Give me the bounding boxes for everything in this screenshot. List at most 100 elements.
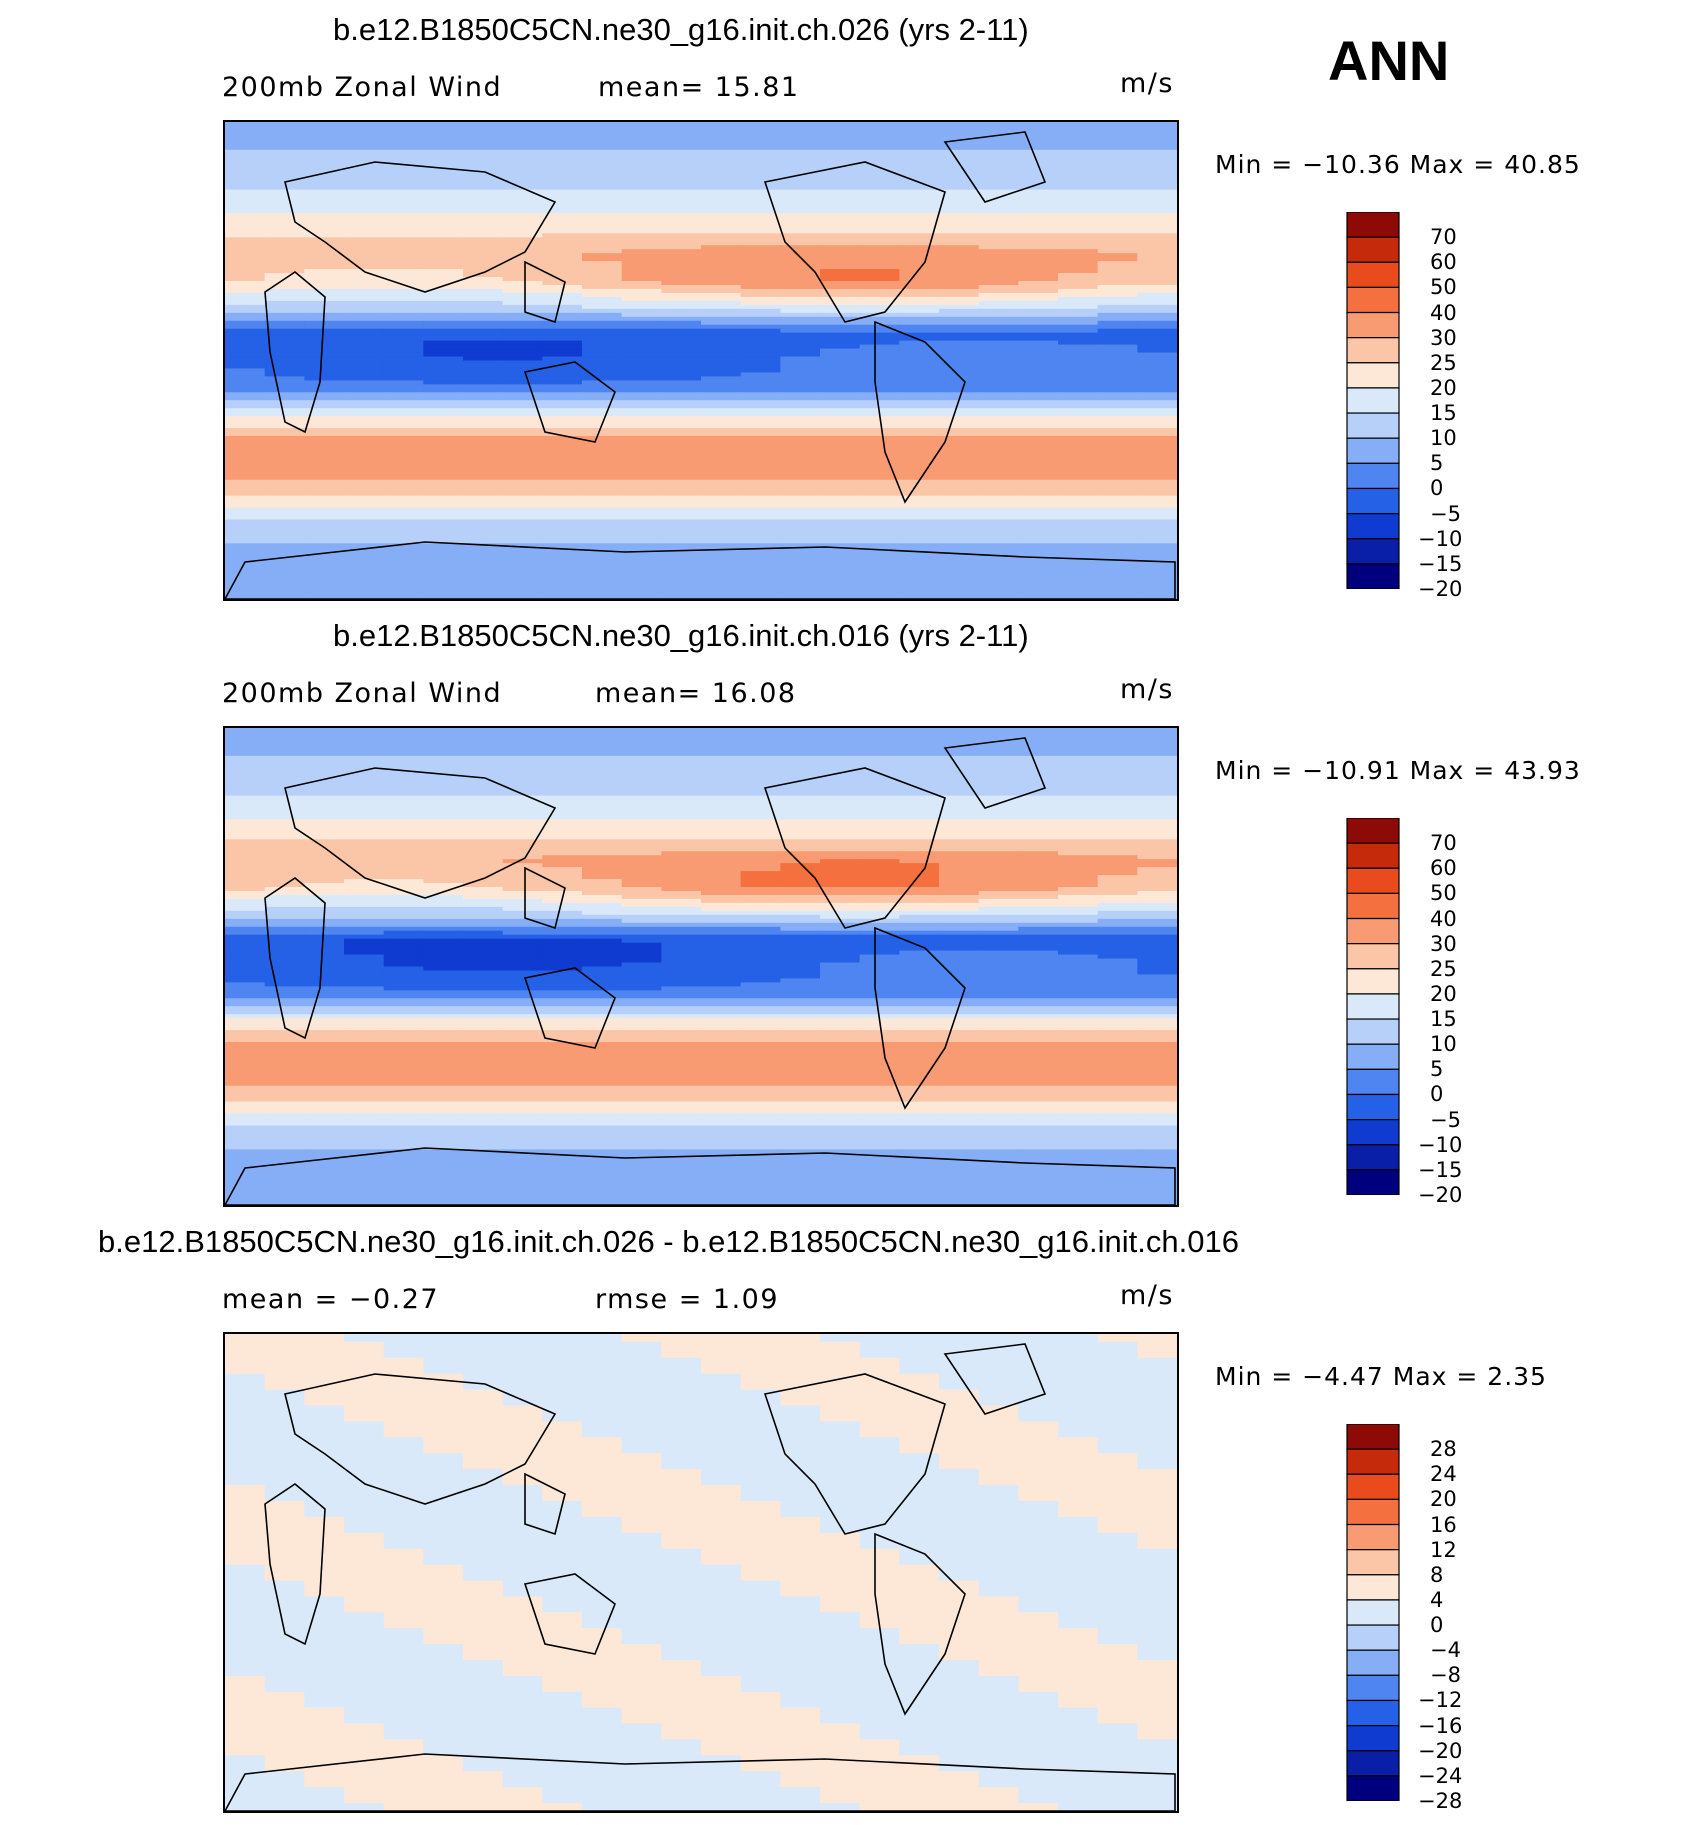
coastline — [284, 161, 557, 293]
colorbar-label: 20 — [1430, 375, 1457, 400]
panel-1-colorbar: 70 60 50 40 30 25 20 15 10 5 0 −5 −10 −15 −20 — [1346, 211, 1462, 601]
colorbar-swatch — [1346, 1423, 1400, 1450]
coastline — [523, 967, 616, 1049]
coastline — [524, 260, 566, 324]
colorbar-swatch — [1346, 993, 1400, 1020]
colorbar-label: 70 — [1430, 225, 1457, 250]
colorbar-label: −20 — [1418, 1183, 1463, 1207]
colorbar-swatch — [1346, 236, 1400, 263]
coastline — [284, 1373, 557, 1505]
colorbar-label: 16 — [1430, 1512, 1457, 1537]
panel-2-map — [223, 726, 1179, 1207]
colorbar-label: 40 — [1430, 906, 1457, 931]
colorbar-swatch — [1346, 462, 1400, 490]
colorbar-label: −28 — [1418, 1789, 1463, 1813]
colorbar-swatch — [1346, 1549, 1400, 1576]
colorbar-swatch — [1346, 513, 1400, 540]
colorbar-swatch — [1346, 311, 1400, 339]
colorbar-label: −10 — [1418, 526, 1463, 551]
coastline — [523, 361, 616, 443]
colorbar-label: −10 — [1418, 1132, 1463, 1157]
coastline — [943, 131, 1047, 203]
coastline — [225, 1147, 1176, 1205]
colorbar-swatch — [1346, 1624, 1400, 1651]
panel-1-mean: mean= 15.81 — [598, 72, 800, 103]
colorbar-swatch — [1346, 1599, 1400, 1626]
coastline — [264, 1483, 326, 1646]
colorbar-label: 30 — [1430, 931, 1457, 956]
colorbar-label: −4 — [1430, 1638, 1461, 1663]
colorbar-swatch — [1346, 1649, 1400, 1676]
colorbar-label: 0 — [1430, 1082, 1444, 1107]
colorbar-swatch — [1346, 487, 1400, 515]
colorbar-label: 5 — [1430, 451, 1444, 476]
colorbar-swatch — [1346, 1119, 1400, 1146]
colorbar-swatch — [1346, 412, 1400, 439]
colorbar-label: 15 — [1430, 1007, 1457, 1032]
colorbar-swatch — [1346, 1018, 1400, 1045]
colorbar-swatch — [1346, 1043, 1400, 1070]
panel-2-mean: mean= 16.08 — [595, 678, 797, 709]
colorbar-label: −8 — [1430, 1663, 1461, 1688]
colorbar-label: 0 — [1430, 1613, 1444, 1638]
colorbar-swatch — [1346, 1448, 1400, 1475]
colorbar-label: 25 — [1430, 350, 1457, 375]
colorbar-swatch — [1346, 437, 1400, 464]
colorbar-label: 28 — [1430, 1437, 1457, 1462]
coastline — [524, 1472, 566, 1536]
colorbar-swatch — [1346, 1068, 1400, 1096]
coastline — [523, 1573, 616, 1655]
colorbar-swatch — [1346, 968, 1400, 995]
colorbar-label: 5 — [1430, 1057, 1444, 1082]
coastline — [943, 737, 1047, 809]
coastline — [874, 1532, 966, 1716]
colorbar-swatch — [1346, 817, 1400, 844]
panel-1-title: b.e12.B1850C5CN.ne30_g16.init.ch.026 (yr… — [333, 12, 1029, 47]
colorbar-swatch — [1346, 286, 1400, 314]
colorbar-swatch — [1346, 842, 1400, 869]
coastline — [943, 1343, 1047, 1415]
panel-2-units: m/s — [1120, 674, 1174, 705]
colorbar-swatch — [1346, 1725, 1400, 1752]
colorbar-swatch — [1346, 1750, 1400, 1777]
colorbar-swatch — [1346, 211, 1400, 238]
colorbar-swatch — [1346, 261, 1400, 288]
colorbar-swatch — [1346, 1169, 1400, 1196]
colorbar-label: 4 — [1430, 1587, 1444, 1612]
colorbar-label: 10 — [1430, 1032, 1457, 1057]
panel-1-variable-label: 200mb Zonal Wind — [222, 72, 503, 103]
panel-1-minmax: Min = −10.36 Max = 40.85 — [1215, 150, 1581, 179]
colorbar-swatch — [1346, 1674, 1400, 1702]
colorbar-label: −20 — [1418, 577, 1463, 601]
coastline — [225, 1753, 1176, 1811]
colorbar-label: 40 — [1430, 300, 1457, 325]
colorbar-label: 20 — [1430, 1487, 1457, 1512]
colorbar-label: 70 — [1430, 831, 1457, 856]
coastline — [763, 767, 946, 929]
colorbar-label: −12 — [1418, 1688, 1463, 1713]
colorbar-label: 50 — [1430, 275, 1457, 300]
colorbar-swatch — [1346, 1498, 1400, 1526]
panel-2-minmax: Min = −10.91 Max = 43.93 — [1215, 756, 1581, 785]
colorbar-swatch — [1346, 1699, 1400, 1727]
panel-1-field — [225, 122, 1177, 599]
panel-2-title: b.e12.B1850C5CN.ne30_g16.init.ch.016 (yr… — [333, 618, 1029, 653]
colorbar-swatch — [1346, 892, 1400, 920]
colorbar-swatch — [1346, 387, 1400, 414]
colorbar-label: −5 — [1430, 501, 1461, 526]
colorbar-label: 60 — [1430, 856, 1457, 881]
colorbar-swatch — [1346, 1093, 1400, 1121]
season-label: ANN — [1328, 29, 1450, 92]
colorbar-label: 8 — [1430, 1562, 1444, 1587]
panel-3-map — [223, 1332, 1179, 1813]
colorbar-label: 12 — [1430, 1537, 1457, 1562]
colorbar-swatch — [1346, 867, 1400, 894]
colorbar-label: −20 — [1418, 1738, 1463, 1763]
colorbar-swatch — [1346, 1574, 1400, 1601]
colorbar-label: 30 — [1430, 325, 1457, 350]
coastline — [524, 866, 566, 930]
panel-3-minmax: Min = −4.47 Max = 2.35 — [1215, 1362, 1547, 1391]
coastline — [264, 877, 326, 1040]
panel-2-field — [225, 728, 1177, 1205]
colorbar-label: −15 — [1418, 551, 1463, 576]
